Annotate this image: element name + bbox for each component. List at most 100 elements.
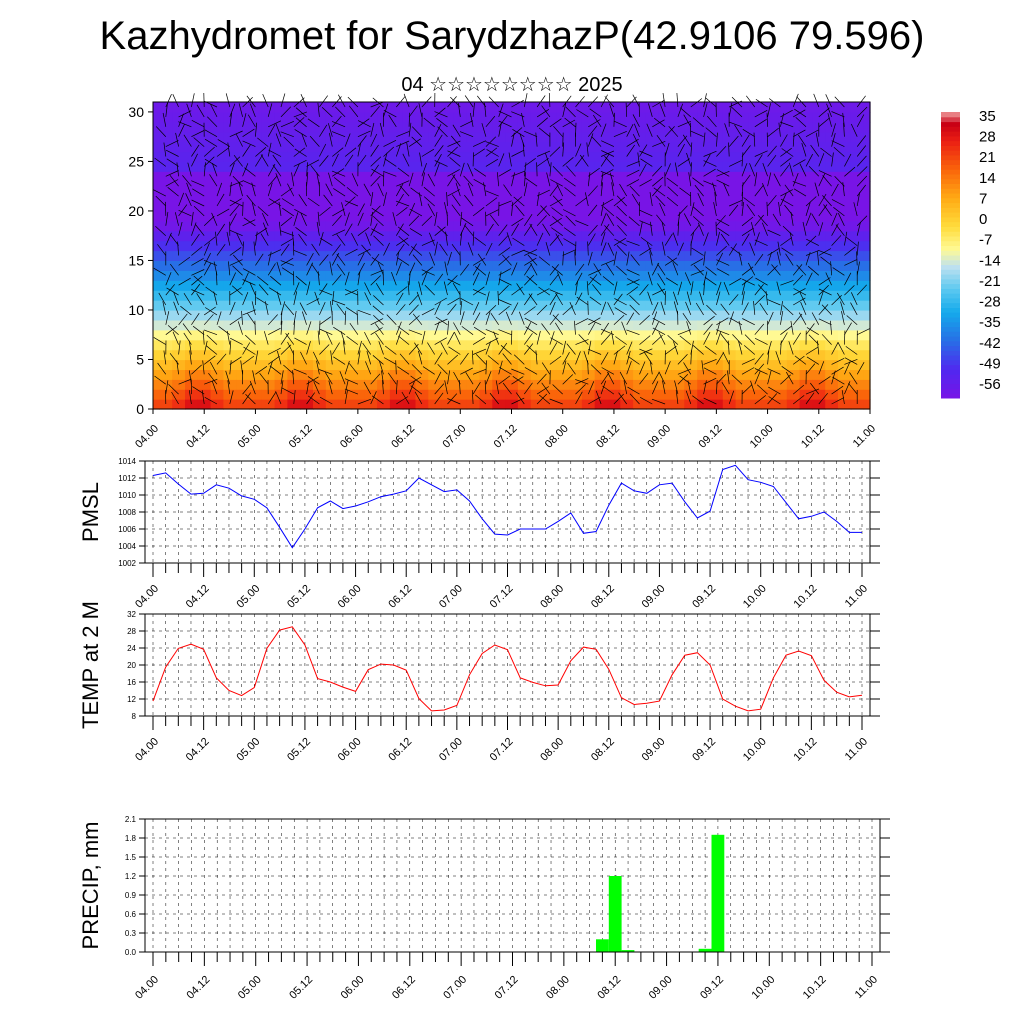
heatmap-cell xyxy=(799,151,813,162)
heatmap-cell xyxy=(812,220,826,232)
heatmap-cell xyxy=(774,250,788,261)
colorbar-segment xyxy=(941,321,960,327)
heatmap-cell xyxy=(274,131,288,143)
heatmap-cell xyxy=(428,369,442,380)
heatmap-cell xyxy=(722,389,737,400)
wind-barb xyxy=(792,384,805,395)
heatmap-cell xyxy=(581,201,596,212)
colorbar-segment xyxy=(941,374,960,380)
x-tick-label: 04.00 xyxy=(133,583,161,611)
heatmap-cell xyxy=(249,171,263,182)
wind-barb xyxy=(677,103,684,118)
heatmap-cell xyxy=(569,141,583,153)
wind-barb xyxy=(395,183,404,197)
wind-barb xyxy=(182,323,192,335)
heatmap-cell xyxy=(185,240,199,252)
heatmap-cell xyxy=(838,141,852,153)
wind-barb xyxy=(365,361,372,375)
heatmap-cell xyxy=(581,230,596,242)
wind-barb xyxy=(692,206,704,217)
heatmap-cell xyxy=(261,230,276,242)
heatmap-cell xyxy=(658,359,673,370)
wind-barb xyxy=(659,202,666,217)
wind-barb xyxy=(652,140,666,147)
colorbar-segment xyxy=(941,131,960,137)
wind-barb xyxy=(203,162,206,177)
wind-barb xyxy=(831,123,836,137)
heatmap-cell xyxy=(863,280,871,291)
wind-barb xyxy=(555,322,563,335)
x-tick-label: 08.12 xyxy=(589,583,617,611)
wind-barb xyxy=(536,158,549,167)
wind-barb xyxy=(203,215,215,227)
wind-barb xyxy=(168,384,179,395)
wind-barb xyxy=(793,129,806,138)
wind-barb xyxy=(210,104,218,118)
wind-barb xyxy=(451,243,461,256)
wind-barb xyxy=(434,371,442,385)
heatmap-cell xyxy=(313,161,327,172)
wind-barb xyxy=(202,360,205,375)
heatmap-cell xyxy=(236,399,250,410)
heatmap-cell xyxy=(697,290,711,301)
heatmap-cell xyxy=(735,290,749,301)
heatmap-cell xyxy=(799,240,813,252)
heatmap-cell xyxy=(581,181,596,192)
heatmap-cell xyxy=(530,329,545,341)
heatmap-cell xyxy=(812,102,826,113)
wind-barb xyxy=(703,132,706,147)
heatmap-cell xyxy=(389,102,404,113)
wind-barb xyxy=(447,251,452,266)
heatmap-cell xyxy=(313,220,327,232)
wind-barb xyxy=(741,276,754,286)
wind-barb xyxy=(789,231,794,246)
y-axis-label: PMSL xyxy=(78,482,103,542)
wind-barb xyxy=(429,252,436,266)
heatmap-cell xyxy=(313,359,327,370)
wind-barb xyxy=(275,173,282,187)
heatmap-cell xyxy=(210,161,224,172)
heatmap-cell xyxy=(428,290,442,301)
heatmap-cell xyxy=(543,210,557,222)
wind-barb xyxy=(485,329,499,336)
wind-barb xyxy=(193,137,205,147)
wind-barb xyxy=(588,396,601,405)
wind-barb xyxy=(319,95,328,108)
wind-barb xyxy=(461,326,474,335)
wind-barb xyxy=(767,265,778,276)
wind-barb xyxy=(472,368,487,375)
wind-barb xyxy=(300,212,307,226)
heatmap-cell xyxy=(441,201,455,212)
heatmap-cell xyxy=(850,210,865,222)
x-tick-label: 06.00 xyxy=(336,736,364,764)
heatmap-cell xyxy=(351,270,365,281)
wind-barb xyxy=(741,367,755,375)
wind-barb xyxy=(522,142,525,157)
wind-barb xyxy=(806,327,819,335)
heatmap-cell xyxy=(428,339,442,351)
precip-bar xyxy=(608,876,622,952)
wind-barb xyxy=(402,153,410,167)
heatmap-cell xyxy=(735,280,749,291)
wind-barb xyxy=(370,275,381,286)
wind-barb xyxy=(370,175,381,187)
heatmap-cell xyxy=(620,220,634,232)
heatmap-cell xyxy=(159,171,173,182)
wind-barb xyxy=(613,293,623,306)
wind-barb xyxy=(459,311,465,325)
heatmap-cell xyxy=(274,389,288,400)
heatmap-cell xyxy=(748,131,762,143)
wind-barb xyxy=(844,166,856,177)
heatmap-cell xyxy=(492,102,506,113)
heatmap-cell xyxy=(850,260,865,271)
wind-barb xyxy=(175,132,179,147)
heatmap-cell xyxy=(197,161,212,172)
wind-barb xyxy=(721,382,730,395)
wind-barb xyxy=(498,268,512,276)
heatmap-cell xyxy=(645,389,660,400)
heatmap-cell xyxy=(338,230,353,242)
colorbar-segment xyxy=(941,355,960,361)
heatmap-cell xyxy=(223,270,237,281)
wind-barb xyxy=(292,350,295,365)
